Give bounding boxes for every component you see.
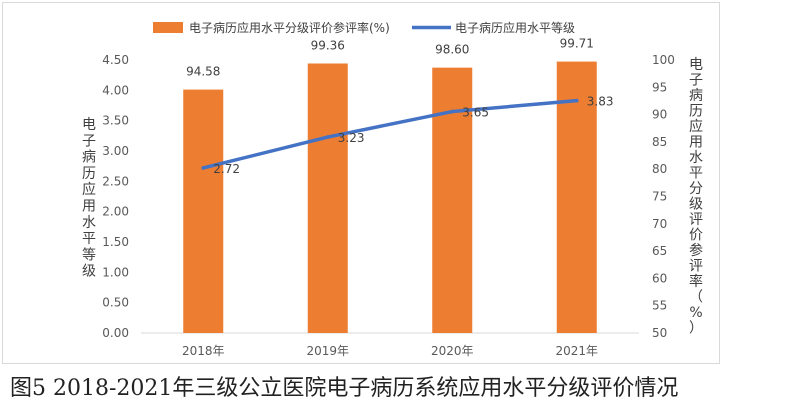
line-point — [574, 98, 579, 103]
left-tick-label: 3.50 — [102, 114, 129, 128]
chart-frame: 0.00 0.50 1.00 1.50 2.00 2.50 3.00 3.50 4.00 4.50… — [2, 2, 720, 364]
right-tick-label: 55 — [652, 299, 667, 313]
x-tick-label: 2021年 — [555, 344, 598, 358]
left-tick-label: 3.00 — [102, 144, 129, 158]
left-tick-label: 1.00 — [102, 265, 129, 279]
right-tick-label: 85 — [652, 135, 667, 149]
bar-data-label: 99.71 — [560, 37, 594, 51]
left-tick-label: 0.50 — [102, 296, 129, 310]
left-tick-label: 0.00 — [102, 326, 129, 340]
bar — [556, 61, 597, 333]
figure-caption: 图5 2018-2021年三级公立医院电子病历系统应用水平分级评价情况 — [10, 376, 679, 401]
right-tick-label: 100 — [652, 53, 675, 67]
bar — [307, 63, 348, 334]
left-tick-label: 2.00 — [102, 205, 129, 219]
right-tick-label: 50 — [652, 326, 667, 340]
line-point — [325, 135, 330, 139]
right-tick-label: 80 — [652, 162, 667, 176]
chart: 0.00 0.50 1.00 1.50 2.00 2.50 3.00 3.50 4.00 4.50… — [82, 20, 703, 358]
legend-swatch-bar — [153, 22, 183, 33]
bar — [183, 89, 224, 333]
bar-data-label: 99.36 — [311, 38, 345, 52]
legend-label-bar: 电子病历应用水平分级评价参评率(%) — [189, 20, 390, 35]
line-data-label: 3.23 — [338, 131, 365, 145]
legend-label-line: 电子病历应用水平等级 — [455, 20, 575, 35]
line-point — [201, 166, 206, 170]
x-tick-label: 2018年 — [182, 344, 225, 358]
right-tick-label: 90 — [652, 108, 667, 122]
line-data-label: 3.65 — [462, 106, 489, 120]
left-axis-title: 电子病历应用水平等级 — [82, 117, 96, 280]
right-tick-label: 70 — [652, 217, 667, 231]
bar-data-label: 98.60 — [435, 43, 469, 57]
right-tick-label: 65 — [652, 244, 667, 258]
x-tick-label: 2020年 — [431, 344, 474, 358]
line-point — [450, 109, 455, 114]
bar-data-label: 94.58 — [186, 65, 220, 79]
left-tick-label: 4.00 — [102, 83, 129, 97]
left-tick-label: 4.50 — [102, 53, 129, 67]
left-tick-label: 1.50 — [102, 235, 129, 249]
line-data-label: 3.83 — [587, 95, 614, 109]
line-data-label: 2.72 — [213, 162, 240, 176]
right-axis-title: 电子病历应用水平分级评价参评率（%） — [689, 57, 703, 337]
x-tick-label: 2019年 — [306, 344, 349, 358]
line-series — [201, 98, 579, 170]
right-tick-label: 75 — [652, 190, 667, 204]
right-tick-label: 60 — [652, 271, 667, 285]
right-tick-label: 95 — [652, 80, 667, 94]
left-tick-label: 2.50 — [102, 174, 129, 188]
